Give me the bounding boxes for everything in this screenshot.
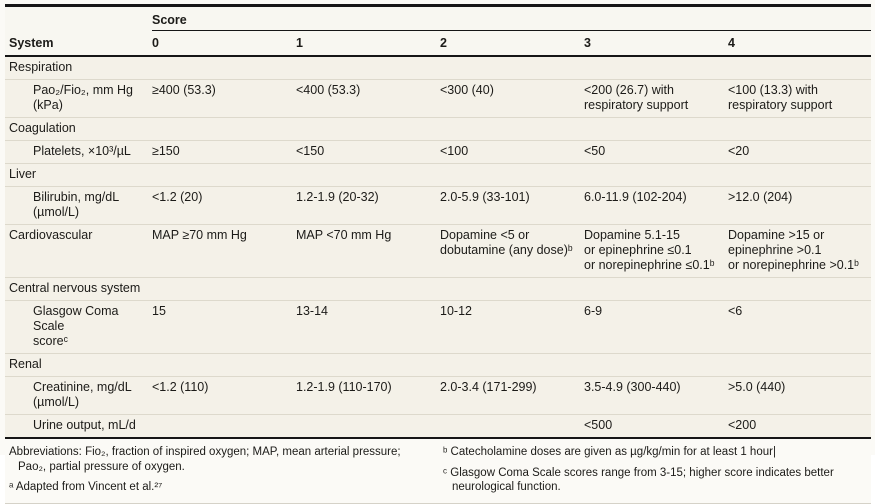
cell-score-0: ≥150 bbox=[152, 144, 180, 158]
cell-score-3: Dopamine 5.1-15 or epinephrine ≤0.1 or n… bbox=[584, 228, 715, 272]
score-column-header-3: 3 bbox=[584, 36, 591, 50]
cell-score-4: <6 bbox=[728, 304, 743, 318]
table-row-cardiovascular: Cardiovascular MAP ≥70 mm Hg MAP <70 mm … bbox=[5, 225, 871, 278]
row-label: Cardiovascular bbox=[9, 228, 93, 242]
table-row-creatinine: Creatinine, mg/dL (µmol/L) <1.2 (110) 1.… bbox=[5, 377, 871, 415]
cell-score-4: >5.0 (440) bbox=[728, 380, 786, 394]
footnote-c: ᶜ Glasgow Coma Scale scores range from 3… bbox=[443, 466, 834, 494]
table-footnotes: Abbreviations: Fio₂, fraction of inspire… bbox=[5, 437, 871, 504]
section-row-central-nervous-system: Central nervous system bbox=[5, 278, 871, 301]
cell-score-2: 10-12 bbox=[440, 304, 472, 318]
cell-score-4: >12.0 (204) bbox=[728, 190, 793, 204]
section-row-respiration: Respiration bbox=[5, 57, 871, 80]
footnote-column-left: Abbreviations: Fio₂, fraction of inspire… bbox=[5, 445, 443, 495]
cell-score-3: 6-9 bbox=[584, 304, 603, 318]
score-column-header-1: 1 bbox=[296, 36, 303, 50]
cell-score-3: 6.0-11.9 (102-204) bbox=[584, 190, 687, 204]
cell-score-2 bbox=[440, 418, 584, 433]
row-label: Bilirubin, mg/dL (µmol/L) bbox=[33, 190, 120, 219]
cell-score-4: Dopamine >15 or epinephrine >0.1 or nore… bbox=[728, 228, 859, 272]
cell-score-0: MAP ≥70 mm Hg bbox=[152, 228, 247, 242]
cell-score-3: 3.5-4.9 (300-440) bbox=[584, 380, 681, 394]
table-body: Respiration Pao₂/Fio₂, mm Hg (kPa) ≥400 … bbox=[5, 57, 871, 437]
row-label: Platelets, ×10³/µL bbox=[33, 144, 131, 158]
row-label: Creatinine, mg/dL (µmol/L) bbox=[33, 380, 132, 409]
score-column-header-0: 0 bbox=[152, 36, 159, 50]
table-row-bilirubin: Bilirubin, mg/dL (µmol/L) <1.2 (20) 1.2-… bbox=[5, 187, 871, 225]
cell-score-3: <500 bbox=[584, 418, 613, 432]
footnote-b: ᵇ Catecholamine doses are given as µg/kg… bbox=[443, 446, 776, 458]
cell-score-0: <1.2 (110) bbox=[152, 380, 209, 394]
table-row-urine-output: Urine output, mL/d <500 <200 bbox=[5, 415, 871, 437]
score-band: Score bbox=[5, 7, 871, 31]
cell-score-2: 2.0-5.9 (33-101) bbox=[440, 190, 530, 204]
cell-score-1: 1.2-1.9 (110-170) bbox=[296, 380, 392, 394]
table-row-pao2-fio2: Pao₂/Fio₂, mm Hg (kPa) ≥400 (53.3) <400 … bbox=[5, 80, 871, 118]
cell-score-1: 1.2-1.9 (20-32) bbox=[296, 190, 379, 204]
section-row-renal: Renal bbox=[5, 354, 871, 377]
section-row-liver: Liver bbox=[5, 164, 871, 187]
cell-score-0: ≥400 (53.3) bbox=[152, 83, 216, 97]
column-header-row: System 0 1 2 3 4 bbox=[5, 31, 871, 55]
cell-score-1: 13-14 bbox=[296, 304, 328, 318]
cell-score-1: <150 bbox=[296, 144, 325, 158]
score-group-header: Score bbox=[152, 7, 871, 31]
cell-score-0: <1.2 (20) bbox=[152, 190, 203, 204]
row-label: Urine output, mL/d bbox=[33, 418, 136, 432]
table-row-glasgow-coma-scale: Glasgow Coma Scale scoreᶜ 15 13-14 10-12… bbox=[5, 301, 871, 354]
cell-score-0 bbox=[152, 418, 296, 433]
footnote-column-right: ᵇ Catecholamine doses are given as µg/kg… bbox=[443, 445, 871, 495]
page: Score System 0 1 2 3 4 Respiration Pao₂/… bbox=[5, 4, 871, 504]
cell-score-2: <100 bbox=[440, 144, 469, 158]
cell-score-1 bbox=[296, 418, 440, 433]
cell-score-0: 15 bbox=[152, 304, 166, 318]
sofa-score-table: Score System 0 1 2 3 4 Respiration Pao₂/… bbox=[5, 4, 871, 504]
cell-score-3: <50 bbox=[584, 144, 606, 158]
table-header: Score System 0 1 2 3 4 bbox=[5, 4, 871, 57]
cell-score-3: <200 (26.7) with respiratory support bbox=[584, 83, 689, 112]
cell-score-4: <20 bbox=[728, 144, 750, 158]
row-label: Pao₂/Fio₂, mm Hg (kPa) bbox=[33, 83, 134, 112]
cell-score-4: <200 bbox=[728, 418, 757, 432]
score-column-header-4: 4 bbox=[728, 36, 735, 50]
section-row-coagulation: Coagulation bbox=[5, 118, 871, 141]
system-column-header: System bbox=[9, 36, 54, 50]
cell-score-2: Dopamine <5 or dobutamine (any dose)ᵇ bbox=[440, 228, 573, 257]
row-label: Glasgow Coma Scale scoreᶜ bbox=[33, 304, 119, 348]
score-column-header-2: 2 bbox=[440, 36, 447, 50]
cell-score-1: MAP <70 mm Hg bbox=[296, 228, 392, 242]
cell-score-2: <300 (40) bbox=[440, 83, 494, 97]
footnote-a: ᵃ Adapted from Vincent et al.²⁷ bbox=[9, 481, 163, 493]
cell-score-4: <100 (13.3) with respiratory support bbox=[728, 83, 833, 112]
table-row-platelets: Platelets, ×10³/µL ≥150 <150 <100 <50 <2… bbox=[5, 141, 871, 164]
footnote-abbreviations: Abbreviations: Fio₂, fraction of inspire… bbox=[9, 446, 401, 473]
cell-score-1: <400 (53.3) bbox=[296, 83, 361, 97]
cell-score-2: 2.0-3.4 (171-299) bbox=[440, 380, 537, 394]
